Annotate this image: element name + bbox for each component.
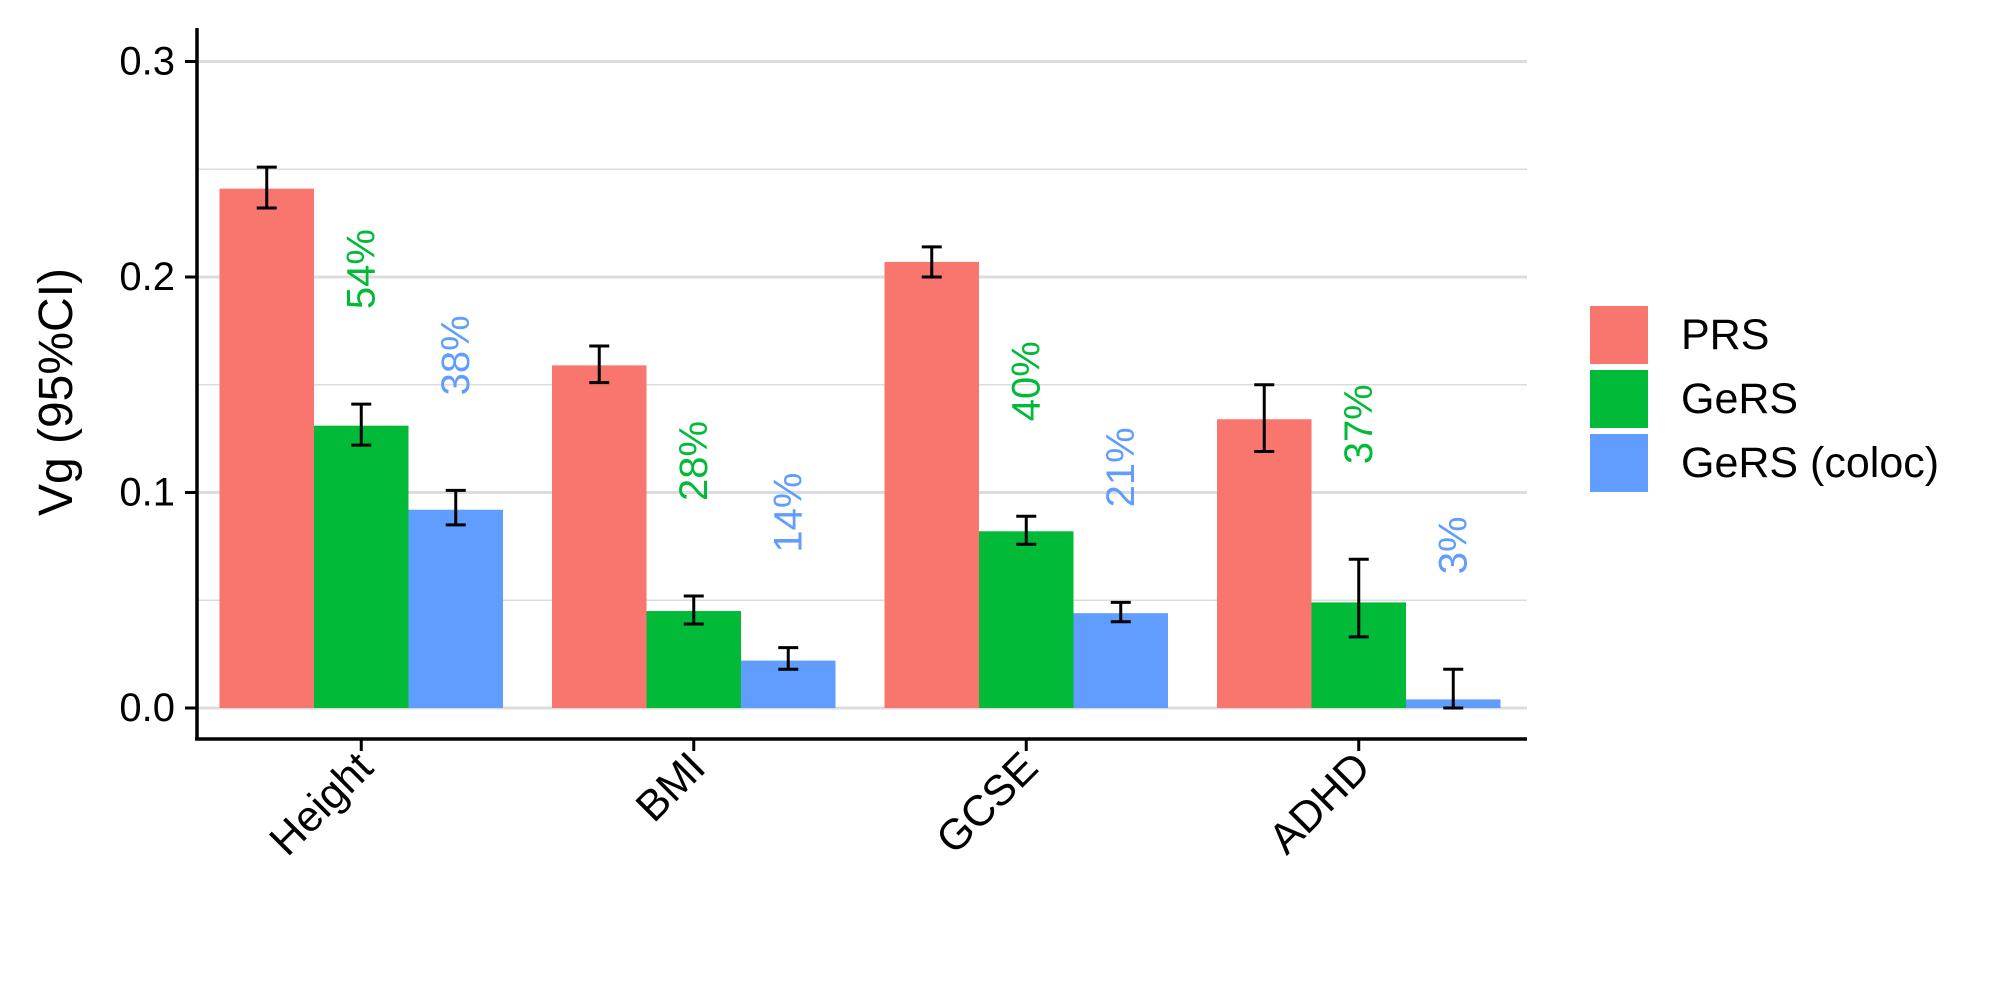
percent-label: 37% [1337,384,1381,464]
percent-annotations: 54% 38% 28% 14% 40% 21% 37% 3% [339,229,1475,574]
x-tick-label: BMI [627,743,715,831]
bar-prs-adhd [1217,419,1312,708]
error-bar [1110,600,1131,624]
x-tick-label: GCSE [927,743,1047,863]
percent-label: 38% [434,315,478,395]
legend: PRS GeRS GeRS (coloc) [1590,306,1939,492]
legend-item: GeRS [1590,370,1798,428]
legend-label: PRS [1681,311,1769,359]
percent-label: 28% [672,421,716,501]
error-bar [683,594,704,626]
bar-prs-gcse [884,261,979,708]
y-tick-label: 0.1 [119,471,175,515]
bar-gers-bmi [646,611,741,708]
bar-gers-gcse [979,531,1074,708]
error-bar [1348,557,1369,639]
bar-gers-coloc-height [408,509,503,708]
legend-label: GeRS [1681,375,1798,423]
error-bar [589,344,610,385]
y-tick-label: 0.2 [119,255,175,299]
y-axis-label: Vg (95%CI) [30,268,83,516]
bar-gers-coloc-gcse [1073,613,1168,708]
bars [219,188,1501,708]
legend-swatch [1590,370,1648,428]
error-bar [1443,667,1464,710]
percent-label: 54% [339,229,383,309]
y-tick-label: 0.3 [119,40,175,84]
bar-prs-bmi [552,365,647,708]
legend-item: PRS [1590,306,1769,364]
error-bar [778,646,799,671]
error-bar [256,165,277,210]
bar-prs-height [219,188,314,708]
percent-label: 3% [1431,516,1475,574]
y-tick-label: 0.0 [119,686,175,730]
x-tick-label: ADHD [1260,743,1380,863]
x-tick-label: Height [260,743,382,865]
error-bar [921,245,942,279]
legend-swatch [1590,434,1648,492]
percent-label: 21% [1099,427,1143,507]
error-bar [445,488,466,527]
error-bars [256,165,1464,710]
error-bar [351,402,372,447]
percent-label: 40% [1004,341,1048,421]
percent-label: 14% [766,473,810,553]
legend-item: GeRS (coloc) [1590,434,1939,492]
legend-label: GeRS (coloc) [1681,439,1939,487]
legend-swatch [1590,306,1648,364]
error-bar [1254,383,1275,454]
error-bar [1016,514,1037,546]
bar-gers-height [314,425,409,708]
